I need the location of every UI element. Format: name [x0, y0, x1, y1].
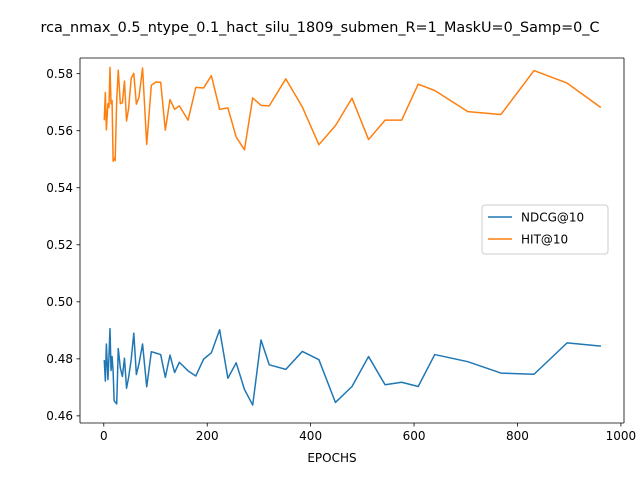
- y-tick-label: 0.46: [46, 409, 73, 423]
- x-tick-label: 200: [196, 429, 219, 443]
- x-tick-label: 800: [506, 429, 529, 443]
- y-tick-label: 0.54: [46, 181, 73, 195]
- legend-label-ndcg-10: NDCG@10: [521, 210, 584, 224]
- x-tick-label: 600: [403, 429, 426, 443]
- y-tick-label: 0.56: [46, 124, 73, 138]
- legend-label-hit-10: HIT@10: [521, 232, 568, 246]
- y-tick-label: 0.58: [46, 67, 73, 81]
- legend: NDCG@10 HIT@10: [481, 204, 609, 255]
- plot-area: [103, 66, 602, 406]
- y-tick-label: 0.50: [46, 295, 73, 309]
- legend-box: [481, 204, 609, 255]
- x-tick-label: 1000: [606, 429, 637, 443]
- axes-frame: [79, 57, 625, 424]
- series-line-ndcg-10: [103, 327, 602, 406]
- series-line-hit-10: [103, 66, 602, 162]
- y-tick-label: 0.52: [46, 238, 73, 252]
- x-tick-label: 0: [100, 429, 108, 443]
- y-tick-label: 0.48: [46, 352, 73, 366]
- y-axis-ticks: 0.46 0.48 0.50 0.52 0.54 0.56 0.58: [46, 67, 80, 423]
- x-tick-label: 400: [299, 429, 322, 443]
- x-axis-label: EPOCHS: [307, 451, 356, 465]
- x-axis-ticks: 0 200 400 600 800 1000: [100, 423, 636, 443]
- chart-title: rca_nmax_0.5_ntype_0.1_hact_silu_1809_su…: [40, 20, 599, 36]
